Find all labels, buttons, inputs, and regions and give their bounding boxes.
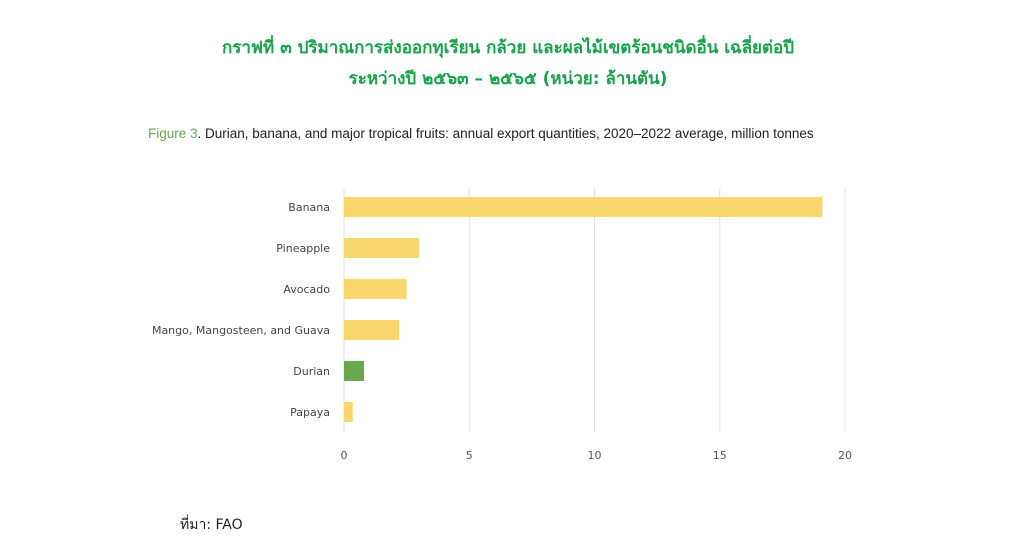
thai-title-line2: ระหว่างปี ๒๕๖๓ – ๒๕๖๕ (หน่วย: ล้านตัน): [348, 69, 668, 89]
x-tick-label-3: 15: [713, 449, 727, 462]
figure-label: Figure 3: [148, 126, 198, 141]
category-label-4: Durian: [293, 365, 330, 378]
bar-5: [344, 402, 353, 422]
x-tick-label-4: 20: [838, 449, 852, 462]
figure-caption: Figure 3. Durian, banana, and major trop…: [148, 124, 898, 143]
x-tick-label-2: 10: [588, 449, 602, 462]
bar-1: [344, 238, 420, 258]
category-label-3: Mango, Mangosteen, and Guava: [152, 324, 330, 337]
x-tick-label-1: 5: [466, 449, 473, 462]
category-label-5: Papaya: [290, 406, 330, 419]
category-label-1: Pineapple: [276, 242, 330, 255]
source-note: ที่มา: FAO: [180, 517, 243, 533]
category-label-2: Avocado: [283, 283, 330, 296]
bar-3: [344, 320, 400, 340]
thai-title-line1: กราฟที่ ๓ ปริมาณการส่งออกทุเรียน กล้วย แ…: [221, 38, 795, 58]
bar-0: [344, 197, 823, 217]
bar-2: [344, 279, 407, 299]
x-tick-label-0: 0: [341, 449, 348, 462]
category-label-0: Banana: [288, 201, 330, 214]
bar-4: [344, 361, 365, 381]
figure-caption-text: . Durian, banana, and major tropical fru…: [197, 126, 814, 141]
